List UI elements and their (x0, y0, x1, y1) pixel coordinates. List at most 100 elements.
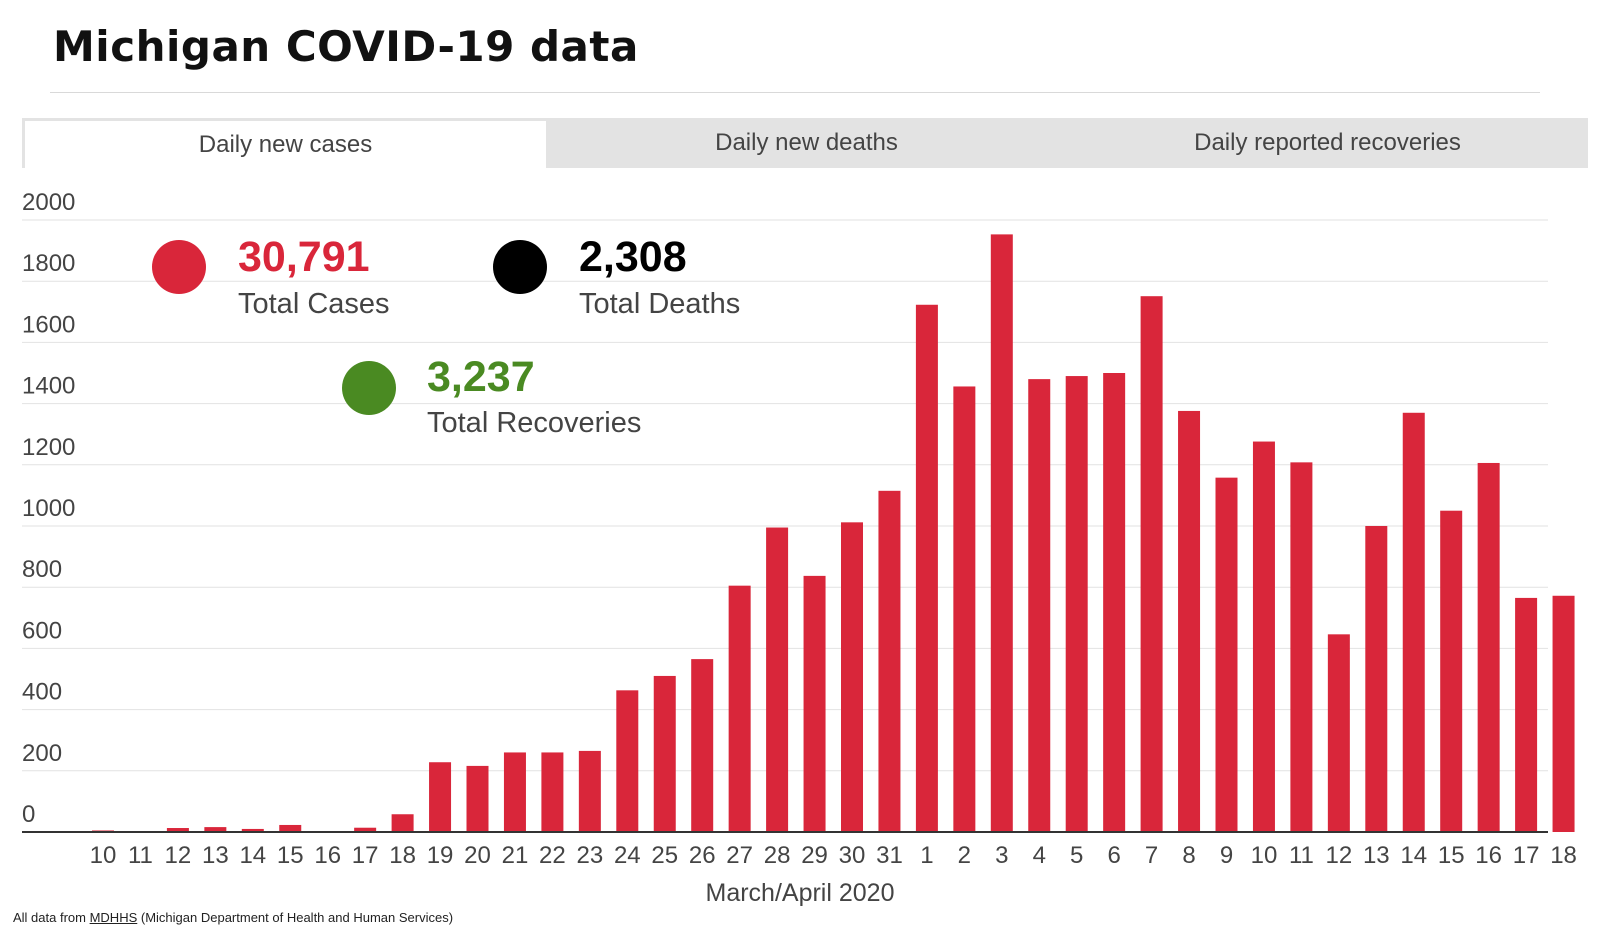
bar (391, 814, 414, 832)
bar (1327, 634, 1350, 832)
bar (1440, 510, 1463, 832)
y-tick-label: 0 (22, 801, 35, 828)
total-recoveries-value: 3,237 (427, 353, 535, 401)
x-tick-label: 11 (1289, 842, 1314, 869)
x-tick-label: 16 (1475, 842, 1502, 869)
x-tick-label: 13 (1363, 842, 1390, 869)
x-tick-label: 28 (764, 842, 791, 869)
x-tick-label: 9 (1220, 842, 1233, 869)
footnote-prefix: All data from (13, 910, 90, 925)
bar (166, 828, 189, 832)
bar (466, 765, 489, 832)
page-title: Michigan COVID-19 data (53, 22, 639, 71)
x-tick-label: 10 (90, 842, 117, 869)
total-recoveries-label: Total Recoveries (427, 407, 642, 439)
y-tick-label: 1600 (22, 311, 75, 338)
total-deaths-value: 2,308 (579, 233, 687, 281)
recoveries-dot-icon (342, 361, 396, 415)
x-tick-label: 3 (995, 842, 1008, 869)
bar (1365, 526, 1388, 832)
x-tick-label: 10 (1251, 842, 1278, 869)
bar (1290, 462, 1313, 832)
x-tick-label: 7 (1145, 842, 1158, 869)
y-tick-label: 1800 (22, 250, 75, 277)
x-tick-label: 29 (801, 842, 828, 869)
x-tick-label: 21 (502, 842, 529, 869)
total-deaths-label: Total Deaths (579, 288, 741, 320)
y-tick-label: 1200 (22, 434, 75, 461)
bar (1140, 296, 1163, 833)
bar (1065, 376, 1088, 832)
bar (728, 585, 751, 832)
x-tick-label: 14 (239, 842, 266, 869)
chart-tabs: Daily new cases Daily new deaths Daily r… (22, 118, 1588, 168)
x-tick-label: 18 (1550, 842, 1577, 869)
bar (990, 234, 1013, 832)
y-tick-label: 200 (22, 740, 62, 767)
bar (841, 522, 863, 832)
bar (1477, 462, 1500, 832)
total-cases-label: Total Cases (238, 288, 390, 320)
bar (653, 675, 676, 832)
x-axis-label: March/April 2020 (706, 879, 895, 907)
x-tick-label: 27 (726, 842, 753, 869)
bar (1402, 412, 1425, 832)
bar (241, 828, 264, 832)
bar (616, 690, 639, 832)
y-tick-label: 800 (22, 556, 62, 583)
bar (1028, 379, 1051, 832)
tab-daily-new-deaths[interactable]: Daily new deaths (715, 129, 898, 156)
bar (578, 750, 601, 832)
x-tick-label: 13 (202, 842, 229, 869)
x-tick-label: 26 (689, 842, 716, 869)
bar (1252, 441, 1275, 832)
y-tick-label: 2000 (22, 189, 75, 216)
y-tick-label: 1000 (22, 495, 75, 522)
bar (354, 827, 377, 832)
x-tick-label: 23 (576, 842, 603, 869)
y-tick-label: 600 (22, 617, 62, 644)
x-tick-label: 2 (958, 842, 971, 869)
footnote-suffix: (Michigan Department of Health and Human… (137, 910, 454, 925)
x-tick-label: 19 (427, 842, 454, 869)
bar (691, 659, 714, 832)
x-tick-label: 22 (539, 842, 566, 869)
x-tick-label: 20 (464, 842, 491, 869)
total-cases-value: 30,791 (238, 233, 370, 281)
x-tick-label: 1 (920, 842, 933, 869)
bar (503, 752, 526, 832)
x-tick-label: 18 (389, 842, 416, 869)
source-footnote: All data from MDHHS (Michigan Department… (13, 910, 453, 925)
x-tick-label: 30 (839, 842, 866, 869)
x-tick-label: 17 (1513, 842, 1540, 869)
bar (279, 824, 302, 832)
bar (766, 527, 789, 832)
bar (878, 490, 901, 832)
x-tick-label: 15 (1438, 842, 1465, 869)
x-tick-label: 16 (314, 842, 341, 869)
bar (803, 575, 826, 832)
x-tick-label: 17 (352, 842, 379, 869)
y-tick-label: 1400 (22, 373, 75, 400)
bar (541, 752, 564, 832)
tab-daily-new-cases[interactable]: Daily new cases (22, 118, 546, 168)
bar (915, 304, 938, 833)
deaths-dot-icon (493, 240, 547, 294)
y-tick-label: 400 (22, 679, 62, 706)
x-tick-label: 8 (1182, 842, 1195, 869)
x-tick-label: 4 (1033, 842, 1046, 869)
x-tick-label: 12 (165, 842, 192, 869)
tab-daily-reported-recoveries[interactable]: Daily reported recoveries (1194, 129, 1461, 156)
x-tick-label: 14 (1400, 842, 1427, 869)
x-tick-label: 15 (277, 842, 304, 869)
mdhhs-link[interactable]: MDHHS (89, 910, 138, 925)
x-tick-label: 12 (1325, 842, 1352, 869)
bar (1552, 595, 1575, 832)
x-tick-label: 31 (876, 842, 903, 869)
x-tick-label: 25 (651, 842, 678, 869)
x-tick-label: 6 (1107, 842, 1120, 869)
bar (1215, 477, 1238, 832)
bar (429, 762, 452, 832)
x-tick-label: 5 (1070, 842, 1083, 869)
